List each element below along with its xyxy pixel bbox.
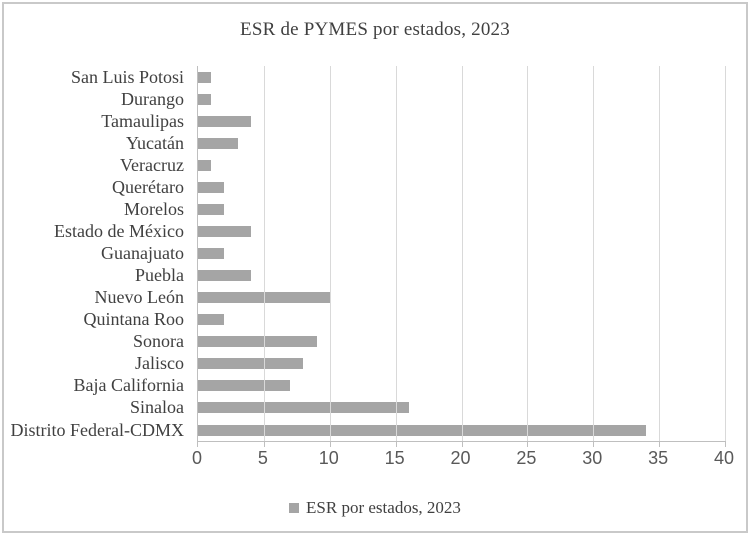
- bar: [198, 225, 251, 237]
- gridline: [395, 66, 397, 441]
- bar: [198, 248, 225, 260]
- legend-marker-icon: [289, 503, 300, 513]
- bar: [198, 203, 225, 215]
- category-label: Nuevo León: [94, 287, 184, 308]
- bar-row: [198, 154, 725, 176]
- bar-row: [198, 66, 725, 88]
- axis-tick-mark: [725, 441, 726, 447]
- category-label: Distrito Federal-CDMX: [10, 419, 184, 440]
- bar: [198, 402, 409, 414]
- category-label: Yucatán: [126, 132, 184, 153]
- bar: [198, 358, 304, 370]
- category-label: Quintana Roo: [83, 309, 185, 330]
- chart-title: ESR de PYMES por estados, 2023: [240, 19, 510, 40]
- bar: [198, 137, 238, 149]
- category-label: Querétaro: [112, 176, 184, 197]
- bar: [198, 93, 212, 105]
- category-label: Jalisco: [135, 353, 184, 374]
- legend: ESR por estados, 2023: [4, 498, 746, 518]
- category-label: San Luis Potosi: [70, 66, 184, 87]
- x-tick-label: 30: [582, 448, 603, 468]
- bar-row: [198, 243, 725, 265]
- x-tick-label: 20: [450, 448, 471, 468]
- bar: [198, 71, 212, 83]
- gridline: [461, 66, 463, 441]
- value-axis-labels: 0 5 10 15 20 25 30 35 40: [192, 448, 734, 470]
- bar-row: [198, 220, 725, 242]
- bar-row: [198, 419, 725, 441]
- bar-row: [198, 265, 725, 287]
- axis-tick-mark: [659, 441, 661, 447]
- category-axis-labels: San Luis Potosi Durango Tamaulipas Yucatán V…: [4, 66, 191, 441]
- category-label: Puebla: [135, 265, 184, 286]
- x-tick-label: 15: [384, 448, 405, 468]
- gridline: [329, 66, 331, 441]
- x-tick-label: 25: [516, 448, 537, 468]
- x-tick-label: 5: [257, 448, 268, 468]
- bar: [198, 336, 317, 348]
- gridline: [725, 66, 726, 441]
- axis-tick-mark: [593, 441, 595, 447]
- bar-row: [198, 132, 725, 154]
- gridline: [263, 66, 265, 441]
- category-label: Tamaulipas: [101, 110, 184, 131]
- axis-tick-mark: [461, 441, 463, 447]
- bar-row: [198, 353, 725, 375]
- category-label: Sinaloa: [130, 397, 184, 418]
- category-label: Baja California: [73, 375, 184, 396]
- bar-row: [198, 88, 725, 110]
- category-label: Morelos: [124, 198, 184, 219]
- bar: [198, 270, 251, 282]
- x-tick-label: 35: [648, 448, 669, 468]
- x-tick-label: 40: [713, 448, 735, 468]
- category-label: Estado de México: [54, 220, 184, 241]
- bar: [198, 159, 212, 171]
- bar-row: [198, 397, 725, 419]
- category-label: Guanajuato: [101, 243, 184, 264]
- bar-row: [198, 375, 725, 397]
- bar-row: [198, 110, 725, 132]
- category-label: Durango: [121, 88, 184, 109]
- bar: [198, 314, 225, 326]
- bar: [198, 115, 251, 127]
- gridline: [527, 66, 529, 441]
- bar-row: [198, 176, 725, 198]
- legend-label: ESR por estados, 2023: [306, 498, 461, 517]
- x-tick-label: 10: [318, 448, 339, 468]
- bar-row: [198, 331, 725, 353]
- axis-tick-mark: [527, 441, 529, 447]
- gridline: [659, 66, 661, 441]
- axis-tick-mark: [329, 441, 331, 447]
- x-tick-label: 0: [191, 448, 203, 468]
- bar-row: [198, 198, 725, 220]
- axis-tick-mark: [197, 441, 198, 447]
- bar: [198, 380, 291, 392]
- axis-tick-mark: [395, 441, 397, 447]
- plot-area: [197, 66, 726, 447]
- category-label: Veracruz: [120, 154, 184, 175]
- bar: [198, 181, 225, 193]
- bar-row: [198, 309, 725, 331]
- axis-tick-mark: [263, 441, 265, 447]
- gridline: [593, 66, 595, 441]
- bar: [198, 424, 646, 436]
- category-label: Sonora: [133, 331, 184, 352]
